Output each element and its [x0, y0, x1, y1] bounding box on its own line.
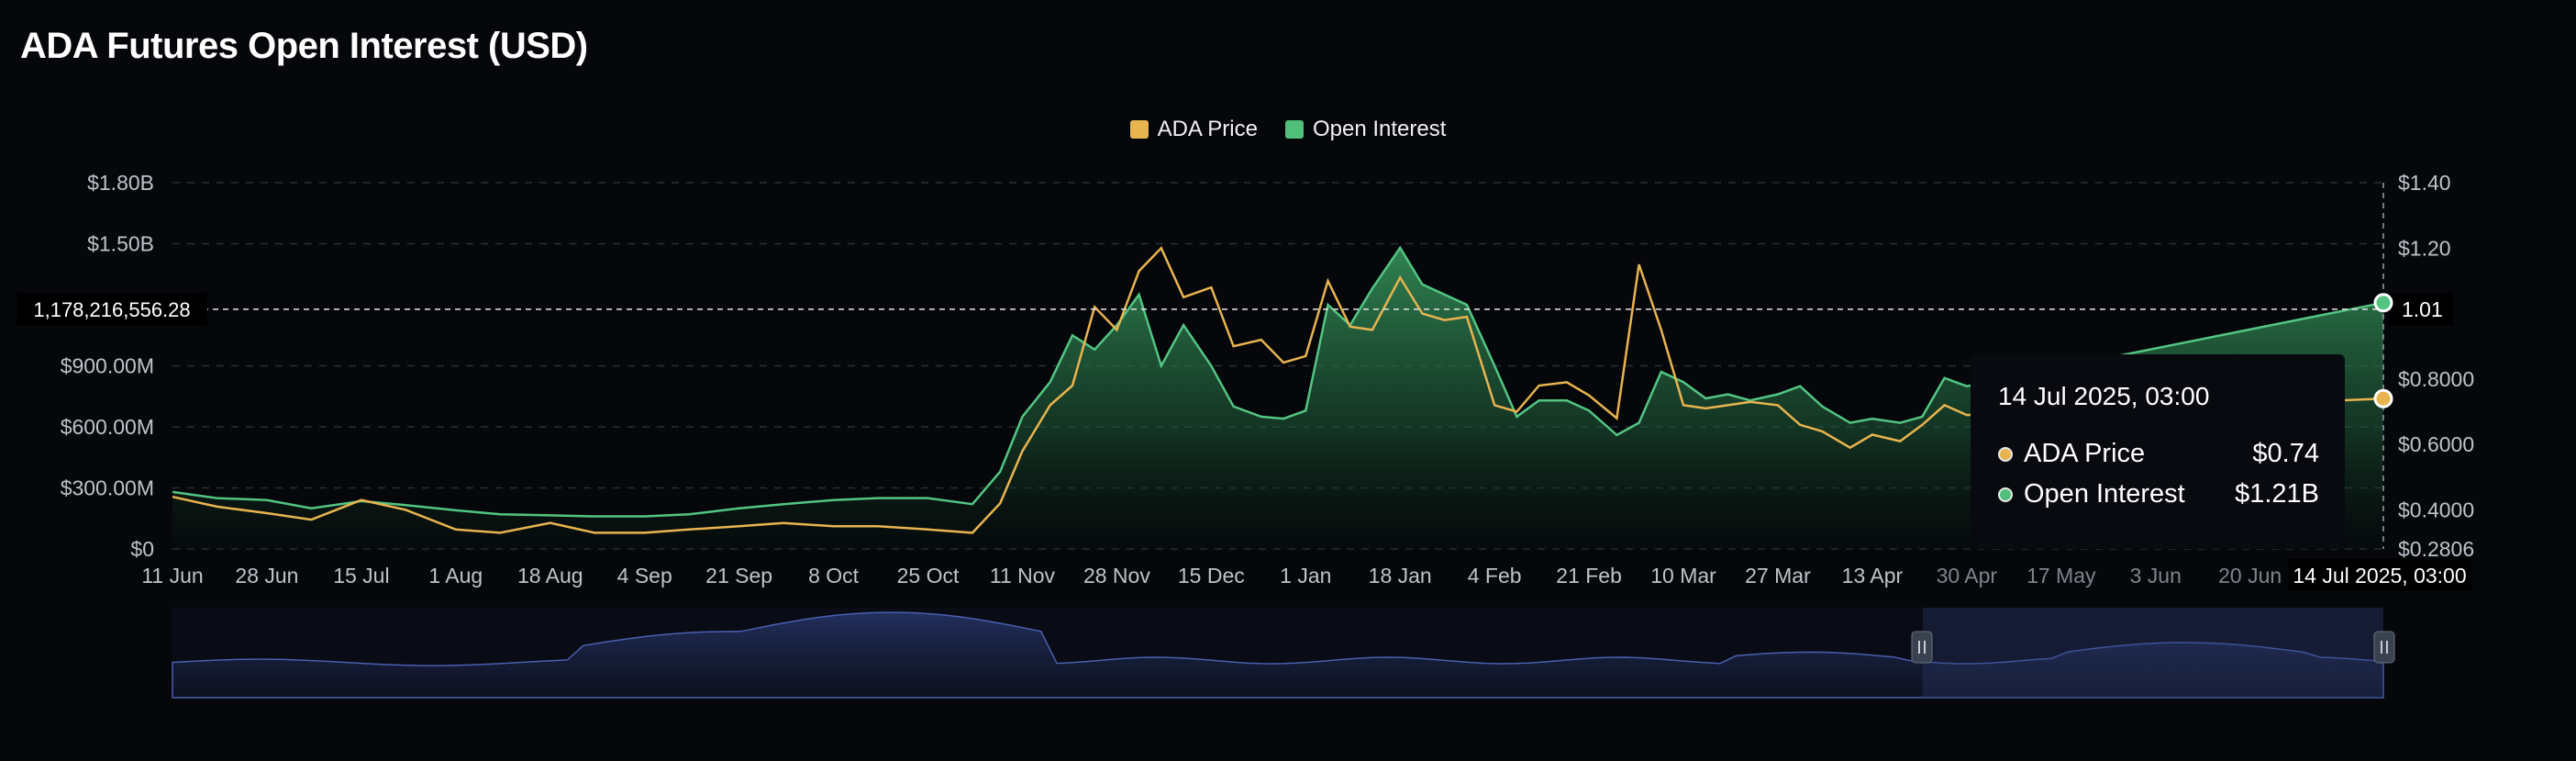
- tooltip-row-open-interest: Open Interest $1.21B: [1998, 479, 2319, 509]
- tooltip-label-open-interest: Open Interest: [2024, 479, 2185, 509]
- navigator-handle-left[interactable]: [1911, 631, 1933, 664]
- x-tick-label: 10 Mar: [1650, 564, 1716, 588]
- navigator-area: [172, 611, 2384, 699]
- y-left-tick-label: $1.80B: [87, 171, 154, 195]
- crosshair: 1,178,216,556.28 1.01 14 Jul 2025, 03:00: [17, 183, 2471, 591]
- x-tick-label: 21 Feb: [1556, 564, 1622, 588]
- y-left-tick-label: $1.50B: [87, 232, 154, 256]
- crosshair-left-label-box: [17, 292, 207, 326]
- y-left-tick-label: $300.00M: [61, 476, 154, 500]
- chart-legend: ADA Price Open Interest: [0, 117, 2576, 142]
- crosshair-right-value: 1.01: [2402, 297, 2443, 321]
- y-left-tick-label: $0: [130, 537, 154, 561]
- x-tick-label: 11 Nov: [990, 564, 1056, 588]
- y-left-tick-label: $600.00M: [61, 415, 154, 439]
- x-tick-label: 1 Aug: [428, 564, 483, 588]
- x-tick-label: 4 Sep: [617, 564, 672, 588]
- x-tick-label: 27 Mar: [1745, 564, 1811, 588]
- legend-label-ada-price: ADA Price: [1157, 117, 1258, 141]
- y-left-tick-label: $900.00M: [61, 354, 154, 378]
- x-tick-label: 13 Apr: [1842, 564, 1904, 588]
- x-tick-label: 18 Aug: [517, 564, 583, 588]
- series-layer: [172, 245, 2384, 549]
- x-tick-label: 17 May: [2026, 564, 2096, 588]
- x-tick-label: 21 Sep: [705, 564, 772, 588]
- open-interest-area: [172, 247, 2383, 549]
- legend-item-open-interest[interactable]: Open Interest: [1284, 117, 1447, 142]
- navigator[interactable]: [172, 608, 2395, 699]
- tooltip-value-ada-price: $0.74: [2252, 439, 2319, 468]
- x-tick-label: 3 Jun: [2130, 564, 2182, 588]
- x-tick-label: 20 Jun: [2218, 564, 2282, 588]
- y-right-tick-label: $0.6000: [2398, 432, 2474, 456]
- chart-title: ADA Futures Open Interest (USD): [20, 26, 588, 66]
- navigator-handle-right[interactable]: [2373, 631, 2395, 664]
- x-axis: 11 Jun 28 Jun 15 Jul 1 Aug 18 Aug 4 Sep 21 Sep…: [141, 564, 2282, 588]
- crosshair-right-label-box: [2389, 292, 2453, 326]
- x-tick-label: 25 Oct: [897, 564, 960, 588]
- crosshair-x-value: 14 Jul 2025, 03:00: [2293, 564, 2466, 588]
- tooltip-dot-open-interest: [1998, 487, 2013, 502]
- tooltip: 14 Jul 2025, 03:00 ADA Price $0.74 Open …: [1971, 354, 2345, 549]
- legend-swatch-ada-price: [1129, 120, 1149, 139]
- tooltip-label-ada-price: ADA Price: [2024, 439, 2146, 468]
- tooltip-value-open-interest: $1.21B: [2235, 479, 2319, 509]
- legend-label-open-interest: Open Interest: [1312, 117, 1447, 141]
- y-right-tick-label: $0.8000: [2398, 367, 2474, 391]
- x-tick-label: 15 Dec: [1178, 564, 1245, 588]
- open-interest-line: [172, 245, 2384, 518]
- legend-swatch-open-interest: [1284, 120, 1304, 139]
- y-right-tick-label: $0.4000: [2398, 498, 2474, 521]
- tooltip-date: 14 Jul 2025, 03:00: [1998, 382, 2210, 410]
- y-axis-left: $1.80B $1.50B $900.00M $600.00M $300.00M $0: [61, 171, 154, 561]
- tooltip-dot-ada-price: [1998, 446, 2013, 462]
- x-tick-label: 18 Jan: [1369, 564, 1432, 588]
- x-tick-label: 28 Jun: [235, 564, 298, 588]
- x-tick-label: 30 Apr: [1937, 564, 1998, 588]
- y-axis-right: $1.40 $1.20 $0.8000 $0.6000 $0.4000 $0.2806: [2398, 171, 2474, 561]
- tooltip-row-ada-price: ADA Price $0.74: [1998, 439, 2319, 469]
- x-tick-label: 1 Jan: [1280, 564, 1331, 588]
- x-tick-label: 8 Oct: [808, 564, 860, 588]
- legend-item-ada-price[interactable]: ADA Price: [1129, 117, 1258, 142]
- crosshair-left-value: 1,178,216,556.28: [33, 298, 190, 321]
- x-tick-label: 4 Feb: [1468, 564, 1522, 588]
- y-right-tick-label: $0.2806: [2398, 537, 2474, 561]
- open-interest-marker: [2373, 293, 2393, 313]
- x-tick-label: 11 Jun: [141, 564, 203, 588]
- x-tick-label: 28 Nov: [1083, 564, 1150, 588]
- navigator-selection: [1923, 608, 2383, 698]
- x-tick-label: 15 Jul: [333, 564, 389, 588]
- ada-price-marker: [2373, 388, 2393, 408]
- crosshair-x-label-box: [2288, 558, 2471, 591]
- y-right-tick-label: $1.40: [2398, 171, 2451, 195]
- y-right-tick-label: $1.20: [2398, 236, 2451, 260]
